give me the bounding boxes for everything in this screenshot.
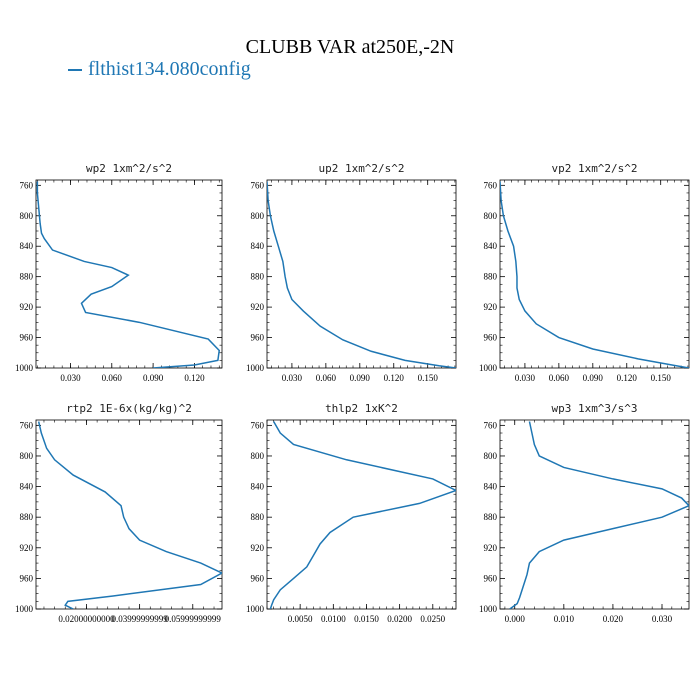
panel-title: vp2 1xm^2/s^2 [551, 162, 637, 175]
x-tick-label: 0.03999999999 [112, 614, 169, 624]
y-tick-label: 960 [251, 333, 265, 343]
x-tick-label: 0.010 [554, 614, 575, 624]
panel-title: thlp2 1xK^2 [325, 402, 398, 415]
chart-panel: rtp2 1E-6x(kg/kg)^2 760 800 840 880 920 960 100… [15, 402, 223, 624]
chart-panel: wp3 1xm^3/s^3 760 800 840 880 920 960 1000 0.000… [479, 402, 690, 624]
chart-panel: wp2 1xm^2/s^2 760 800 840 880 920 960 1000 0.030… [15, 162, 223, 383]
panel-title: rtp2 1E-6x(kg/kg)^2 [66, 402, 192, 415]
y-tick-label: 760 [251, 180, 265, 190]
plot-frame [35, 179, 223, 369]
y-tick-label: 880 [20, 272, 34, 282]
legend-swatch [68, 69, 82, 72]
y-tick-label: 760 [484, 180, 498, 190]
x-tick-label: 0.0250 [420, 614, 445, 624]
y-tick-label: 920 [484, 302, 498, 312]
plot-frame [499, 179, 690, 369]
y-tick-label: 840 [251, 482, 265, 492]
y-tick-label: 1000 [479, 604, 498, 614]
x-tick-label: 0.020 [603, 614, 624, 624]
y-tick-label: 840 [484, 241, 498, 251]
y-tick-label: 960 [484, 573, 498, 583]
y-tick-label: 1000 [15, 604, 34, 614]
x-tick-label: 0.0050 [288, 614, 313, 624]
y-tick-label: 880 [20, 512, 34, 522]
y-tick-label: 880 [484, 512, 498, 522]
y-tick-label: 800 [251, 451, 265, 461]
x-tick-label: 0.120 [184, 373, 205, 383]
y-tick-label: 800 [484, 451, 498, 461]
y-tick-label: 1000 [15, 363, 34, 373]
y-tick-label: 760 [20, 180, 34, 190]
x-tick-label: 0.0200 [387, 614, 412, 624]
y-tick-label: 1000 [479, 363, 498, 373]
y-tick-label: 760 [251, 420, 265, 430]
x-tick-label: 0.0150 [354, 614, 379, 624]
y-tick-label: 760 [20, 420, 34, 430]
x-tick-label: 0.120 [617, 373, 638, 383]
y-tick-label: 920 [251, 543, 265, 553]
x-tick-label: 0.030 [282, 373, 303, 383]
y-tick-label: 840 [20, 241, 34, 251]
y-tick-label: 880 [484, 272, 498, 282]
panel-title: wp2 1xm^2/s^2 [86, 162, 172, 175]
chart-panel: vp2 1xm^2/s^2 760 800 840 880 920 960 1000 0.030… [479, 162, 690, 383]
x-tick-label: 0.030 [652, 614, 673, 624]
y-tick-label: 800 [20, 211, 34, 221]
x-tick-label: 0.030 [60, 373, 81, 383]
x-tick-label: 0.150 [418, 373, 439, 383]
x-tick-label: 0.090 [583, 373, 604, 383]
y-tick-label: 880 [251, 512, 265, 522]
y-tick-label: 1000 [246, 363, 265, 373]
y-tick-label: 920 [484, 543, 498, 553]
y-tick-label: 960 [251, 573, 265, 583]
chart-panel: up2 1xm^2/s^2 760 800 840 880 920 960 1000 0.030… [246, 162, 457, 383]
series-line [36, 181, 221, 368]
x-tick-label: 0.150 [651, 373, 672, 383]
plot-frame [266, 179, 457, 369]
series-line [509, 421, 689, 609]
plot-frame [35, 419, 223, 610]
x-tick-label: 0.090 [143, 373, 164, 383]
x-tick-label: 0.060 [102, 373, 123, 383]
panel-title: wp3 1xm^3/s^3 [551, 402, 637, 415]
y-tick-label: 960 [484, 333, 498, 343]
legend-label: flthist134.080config [88, 58, 251, 80]
y-tick-label: 800 [484, 211, 498, 221]
x-tick-label: 0.090 [350, 373, 371, 383]
y-tick-label: 840 [484, 482, 498, 492]
panel-title: up2 1xm^2/s^2 [318, 162, 404, 175]
y-tick-label: 760 [484, 420, 498, 430]
x-tick-label: 0.060 [549, 373, 570, 383]
legend: flthist134.080config [68, 58, 251, 81]
y-tick-label: 840 [20, 482, 34, 492]
x-tick-label: 0.060 [316, 373, 337, 383]
y-tick-label: 840 [251, 241, 265, 251]
y-tick-label: 920 [20, 302, 34, 312]
x-tick-label: 0.030 [515, 373, 536, 383]
series-line [37, 421, 222, 609]
y-tick-label: 920 [20, 543, 34, 553]
plot-frame [266, 419, 457, 610]
x-tick-label: 0.05999999999 [165, 614, 222, 624]
series-line [269, 421, 456, 609]
y-tick-label: 800 [251, 211, 265, 221]
plot-frame [499, 419, 690, 610]
y-tick-label: 920 [251, 302, 265, 312]
y-tick-label: 880 [251, 272, 265, 282]
series-line [267, 181, 456, 368]
figure-title: CLUBB VAR at250E,-2N [245, 36, 455, 58]
y-tick-label: 960 [20, 333, 34, 343]
chart-panel: thlp2 1xK^2 760 800 840 880 920 960 1000 0.0050 0… [246, 402, 457, 624]
y-tick-label: 960 [20, 573, 34, 583]
y-tick-label: 800 [20, 451, 34, 461]
x-tick-label: 0.0100 [321, 614, 346, 624]
y-tick-label: 1000 [246, 604, 265, 614]
x-tick-label: 0.02000000000 [58, 614, 115, 624]
x-tick-label: 0.120 [384, 373, 405, 383]
x-tick-label: 0.000 [505, 614, 526, 624]
series-line [500, 181, 689, 368]
